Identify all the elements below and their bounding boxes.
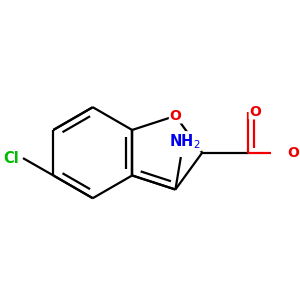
Text: O: O <box>169 109 181 123</box>
Text: NH$_2$: NH$_2$ <box>169 132 201 151</box>
Text: Cl: Cl <box>3 151 19 166</box>
Text: O: O <box>287 146 299 160</box>
Text: O: O <box>249 105 261 119</box>
